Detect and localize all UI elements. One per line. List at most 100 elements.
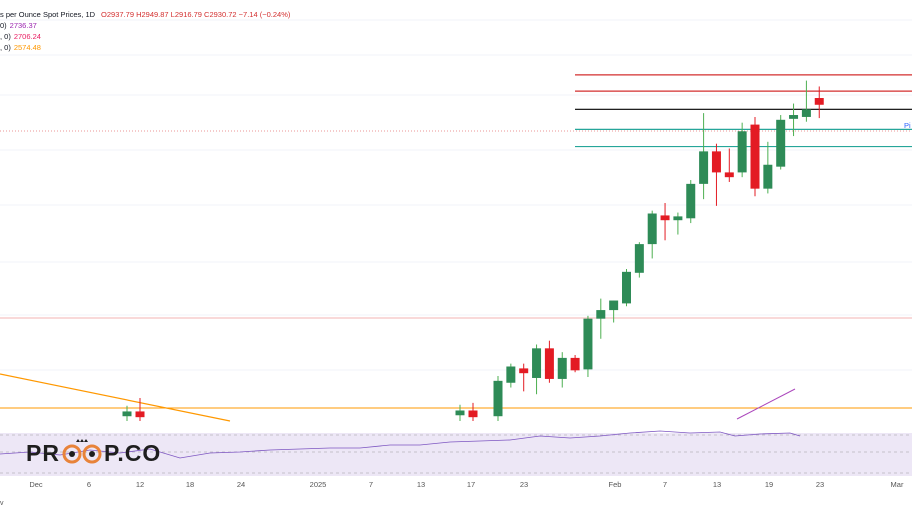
candle xyxy=(776,115,786,170)
rsi-line xyxy=(0,430,801,459)
logo-goggles-icon xyxy=(62,439,102,464)
chart-grid xyxy=(0,19,912,371)
candle xyxy=(647,210,657,259)
candle xyxy=(622,268,631,307)
candle xyxy=(814,86,824,119)
legend-ma2-prefix: , 0) xyxy=(0,32,11,41)
legend-ma1-prefix: 0) xyxy=(0,21,7,30)
candle-body xyxy=(634,244,644,273)
candle-body xyxy=(506,366,516,383)
candle-body xyxy=(570,357,580,371)
candle xyxy=(737,122,747,178)
candle-body xyxy=(699,151,709,184)
candle-body xyxy=(468,410,478,418)
candle-body xyxy=(532,348,542,378)
candle xyxy=(532,344,542,395)
candle xyxy=(519,363,529,392)
candle xyxy=(801,80,811,122)
legend-ma1-row: 0) 2736.37 xyxy=(0,20,290,31)
candle xyxy=(634,242,644,278)
rsi-background xyxy=(0,433,912,476)
x-tick-label: 17 xyxy=(467,480,475,489)
candle-body xyxy=(519,368,529,374)
x-tick-label: 23 xyxy=(520,480,528,489)
legend-ma1-value: 2736.37 xyxy=(9,21,37,30)
x-tick-label: 13 xyxy=(417,480,425,489)
candle-body xyxy=(789,115,799,119)
candle-body xyxy=(493,380,503,417)
candle-body xyxy=(660,215,670,221)
candle-body xyxy=(814,98,824,105)
candlestick-series xyxy=(122,80,824,421)
candle xyxy=(596,298,606,339)
candle-body xyxy=(647,213,657,245)
candle-body xyxy=(673,216,683,221)
legend-ma3-row: , 0) 2574.48 xyxy=(0,42,290,53)
candle xyxy=(711,143,721,206)
legend-symbol-row: s per Ounce Spot Prices, 1D O2937.79 H294… xyxy=(0,9,290,20)
candle xyxy=(135,398,145,421)
legend-ohlc: O2937.79 H2949.87 L2916.79 C2930.72 −7.1… xyxy=(101,10,291,19)
x-tick-label: Dec xyxy=(29,480,43,489)
logo-text-right: P.CO xyxy=(103,440,162,466)
candle xyxy=(673,212,683,235)
candle xyxy=(506,363,516,388)
ma-orange-trendline xyxy=(0,373,231,422)
legend-ma3-prefix: , 0) xyxy=(0,43,11,52)
x-tick-label: 12 xyxy=(136,480,144,489)
x-tick-label: 13 xyxy=(713,480,721,489)
x-tick-label: 7 xyxy=(369,480,373,489)
x-tick-label: 7 xyxy=(663,480,667,489)
candle-body xyxy=(622,271,631,304)
candle xyxy=(544,340,554,383)
legend-ma2-value: 2706.24 xyxy=(13,32,41,41)
candle xyxy=(122,405,132,421)
x-axis: Dec 6 12 18 24 2025 7 13 17 23 Feb 7 13 19 23 Mar xyxy=(29,480,904,489)
candle-body xyxy=(763,164,773,189)
logo-text-left: PR xyxy=(26,440,60,466)
candle xyxy=(699,113,709,200)
candle xyxy=(763,141,773,194)
candle xyxy=(724,148,734,182)
candle xyxy=(789,103,799,137)
candle-body xyxy=(544,348,554,379)
x-tick-label: Mar xyxy=(891,480,904,489)
x-tick-label: 23 xyxy=(816,480,824,489)
legend-symbol: s per Ounce Spot Prices, 1D xyxy=(0,10,96,19)
legend-ma2-row: , 0) 2706.24 xyxy=(0,31,290,42)
candle-body xyxy=(122,411,132,417)
candle-body xyxy=(557,357,567,379)
x-tick-label: 24 xyxy=(237,480,245,489)
candle-body xyxy=(801,109,811,117)
candle xyxy=(455,404,465,421)
x-tick-label: 6 xyxy=(87,480,91,489)
footer-char: v xyxy=(0,500,4,507)
candle-body xyxy=(776,119,786,167)
candle xyxy=(686,180,696,224)
price-tag: Pi xyxy=(904,121,911,130)
candle xyxy=(609,300,619,323)
x-tick-label: 2025 xyxy=(310,480,327,489)
candle xyxy=(570,355,580,373)
candle xyxy=(750,116,760,197)
candle xyxy=(557,352,567,388)
candle-body xyxy=(686,183,696,219)
legend-ma3-value: 2574.48 xyxy=(13,43,41,52)
candle xyxy=(583,315,593,378)
candle-body xyxy=(135,411,145,418)
candle-body xyxy=(596,310,606,319)
candle xyxy=(493,376,503,421)
candle-body xyxy=(724,172,734,178)
candle-body xyxy=(711,151,721,173)
chart-legend: s per Ounce Spot Prices, 1D O2937.79 H294… xyxy=(0,9,290,53)
candle-body xyxy=(583,318,593,370)
candle-body xyxy=(750,124,760,189)
x-tick-label: Feb xyxy=(609,480,622,489)
candle-body xyxy=(737,131,747,173)
x-tick-label: 19 xyxy=(765,480,773,489)
candle xyxy=(468,402,478,421)
rsi-pane xyxy=(0,430,912,476)
candle xyxy=(660,202,670,241)
x-tick-label: 18 xyxy=(186,480,194,489)
